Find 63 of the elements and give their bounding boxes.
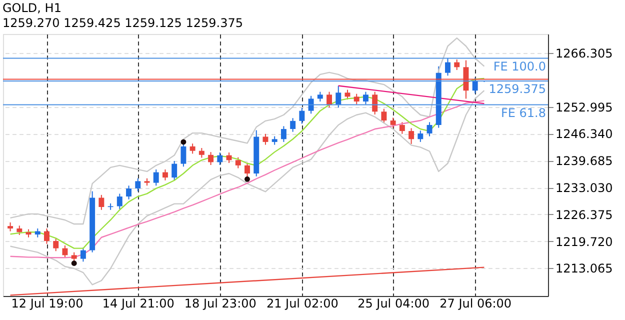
candlestick [372, 91, 378, 115]
x-tick-label: 12 Jul 19:00 [11, 296, 84, 310]
candlestick [16, 225, 22, 236]
x-tick-label: 14 Jul 21:00 [102, 296, 174, 310]
candlestick [308, 95, 314, 114]
x-tick-label: 21 Jul 02:00 [266, 296, 338, 310]
chart-subtitle: 1259.270 1259.425 1259.125 1259.375 [2, 16, 243, 30]
y-tick-label: 1213.065 [556, 262, 613, 276]
candlestick [198, 148, 204, 158]
candlestick [381, 108, 387, 124]
candlestick [44, 228, 50, 244]
candlestick [62, 244, 68, 258]
y-tick-label: 1266.305 [556, 46, 613, 60]
candlestick [326, 91, 332, 108]
candlestick [217, 152, 223, 166]
candlestick [153, 168, 159, 186]
candlestick [418, 130, 424, 142]
x-tick-label: 25 Jul 04:00 [358, 296, 430, 310]
y-tick-label: 1233.030 [556, 181, 613, 196]
y-tick-label: 1246.340 [556, 127, 613, 142]
candlestick [472, 77, 478, 94]
candlestick [208, 152, 214, 166]
candlestick [126, 185, 132, 200]
candlestick [299, 107, 305, 124]
ref-line-label: FE 61.8 [500, 106, 546, 120]
point [244, 176, 250, 182]
candlestick [408, 128, 414, 144]
candlestick [162, 168, 168, 181]
candlestick [280, 126, 286, 142]
candlestick [98, 194, 104, 210]
ref-line-label: FE 100.0 [493, 59, 546, 74]
candlestick [390, 117, 396, 128]
candlestick [172, 160, 178, 181]
y-tick-label: 1252.995 [556, 100, 613, 114]
candlestick [116, 193, 122, 210]
candlestick [362, 91, 368, 105]
candlestick [262, 133, 268, 146]
candlestick [226, 152, 232, 164]
ref-line-label: 1259.375 [488, 82, 546, 96]
candlestick [135, 178, 141, 192]
candlestick [354, 93, 360, 105]
candlestick [53, 238, 59, 252]
candlestick [336, 85, 342, 108]
y-tick-label: 1239.685 [556, 154, 613, 168]
y-tick-label: 1226.375 [556, 208, 613, 222]
candlestick [290, 118, 296, 132]
x-tick-label: 18 Jul 23:00 [184, 296, 256, 310]
line-series [10, 100, 485, 258]
candlestick [399, 122, 405, 134]
x-tick-label: 27 Jul 06:00 [440, 296, 512, 310]
candlestick [445, 58, 450, 76]
candlestick [80, 246, 86, 262]
point [71, 260, 77, 266]
chart-title: GOLD, H1 [2, 1, 62, 15]
candlestick [235, 156, 241, 169]
y-tick-label: 1219.720 [556, 234, 613, 249]
candlestick [426, 122, 432, 137]
candlestick [454, 58, 460, 70]
line-series [10, 37, 485, 225]
candlestick [317, 91, 323, 102]
candlestick [190, 143, 196, 154]
point [180, 139, 186, 145]
line-series [10, 90, 485, 286]
